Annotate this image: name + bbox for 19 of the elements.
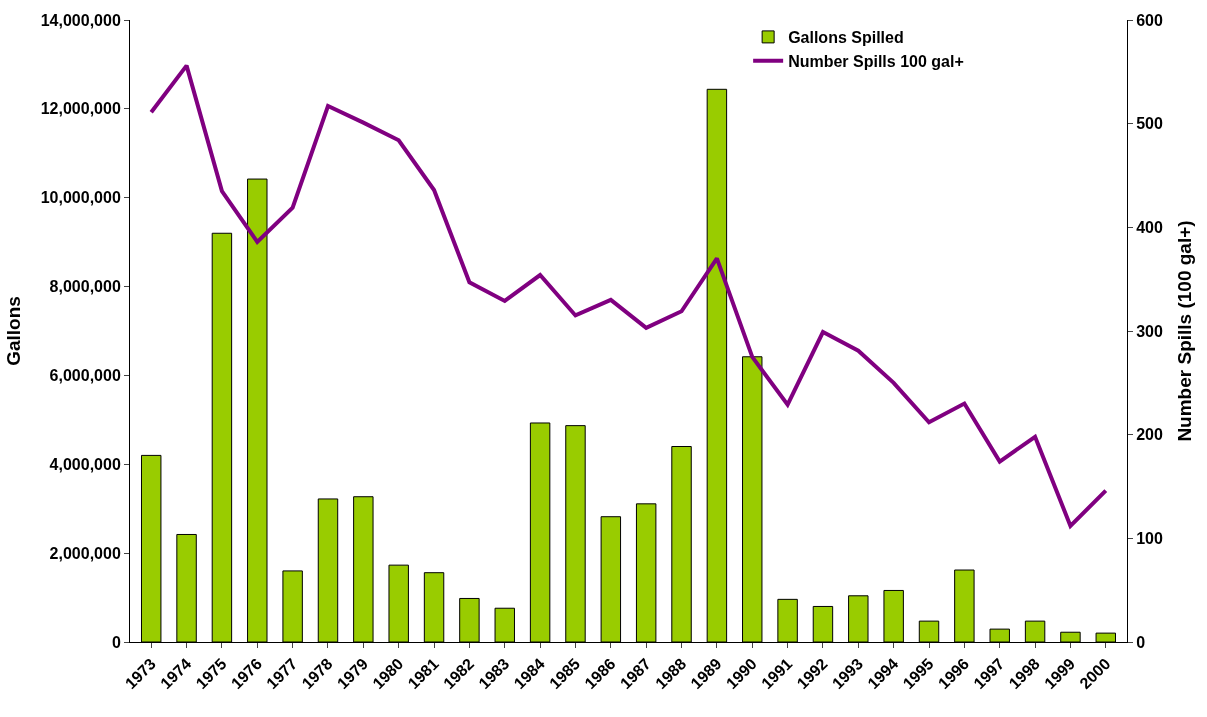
y2-tick-label: 500 [1136,115,1163,133]
y2-tick-label: 100 [1136,529,1163,547]
y2-tick-label: 600 [1136,11,1163,29]
y2-tick-label: 300 [1136,322,1163,340]
legend-label: Number Spills 100 gal+ [788,52,964,70]
legend-label: Gallons Spilled [788,29,904,47]
y2-tick-label: 400 [1136,218,1163,236]
y-tick-label: 12,000,000 [40,100,121,118]
y2-tick-label: 0 [1136,633,1146,651]
y-tick-label: 10,000,000 [40,189,121,207]
y-tick-label: 2,000,000 [49,544,121,562]
y2-axis-title: Number Spills (100 gal+) [1173,220,1195,442]
y-axis-title: Gallons [2,296,24,366]
y-tick-label: 6,000,000 [49,367,121,385]
y-tick-label: 8,000,000 [49,278,121,296]
y-tick-label: 14,000,000 [40,11,121,29]
y-tick-label: 0 [111,633,121,651]
y-tick-label: 4,000,000 [49,455,121,473]
y2-tick-label: 200 [1136,426,1163,444]
